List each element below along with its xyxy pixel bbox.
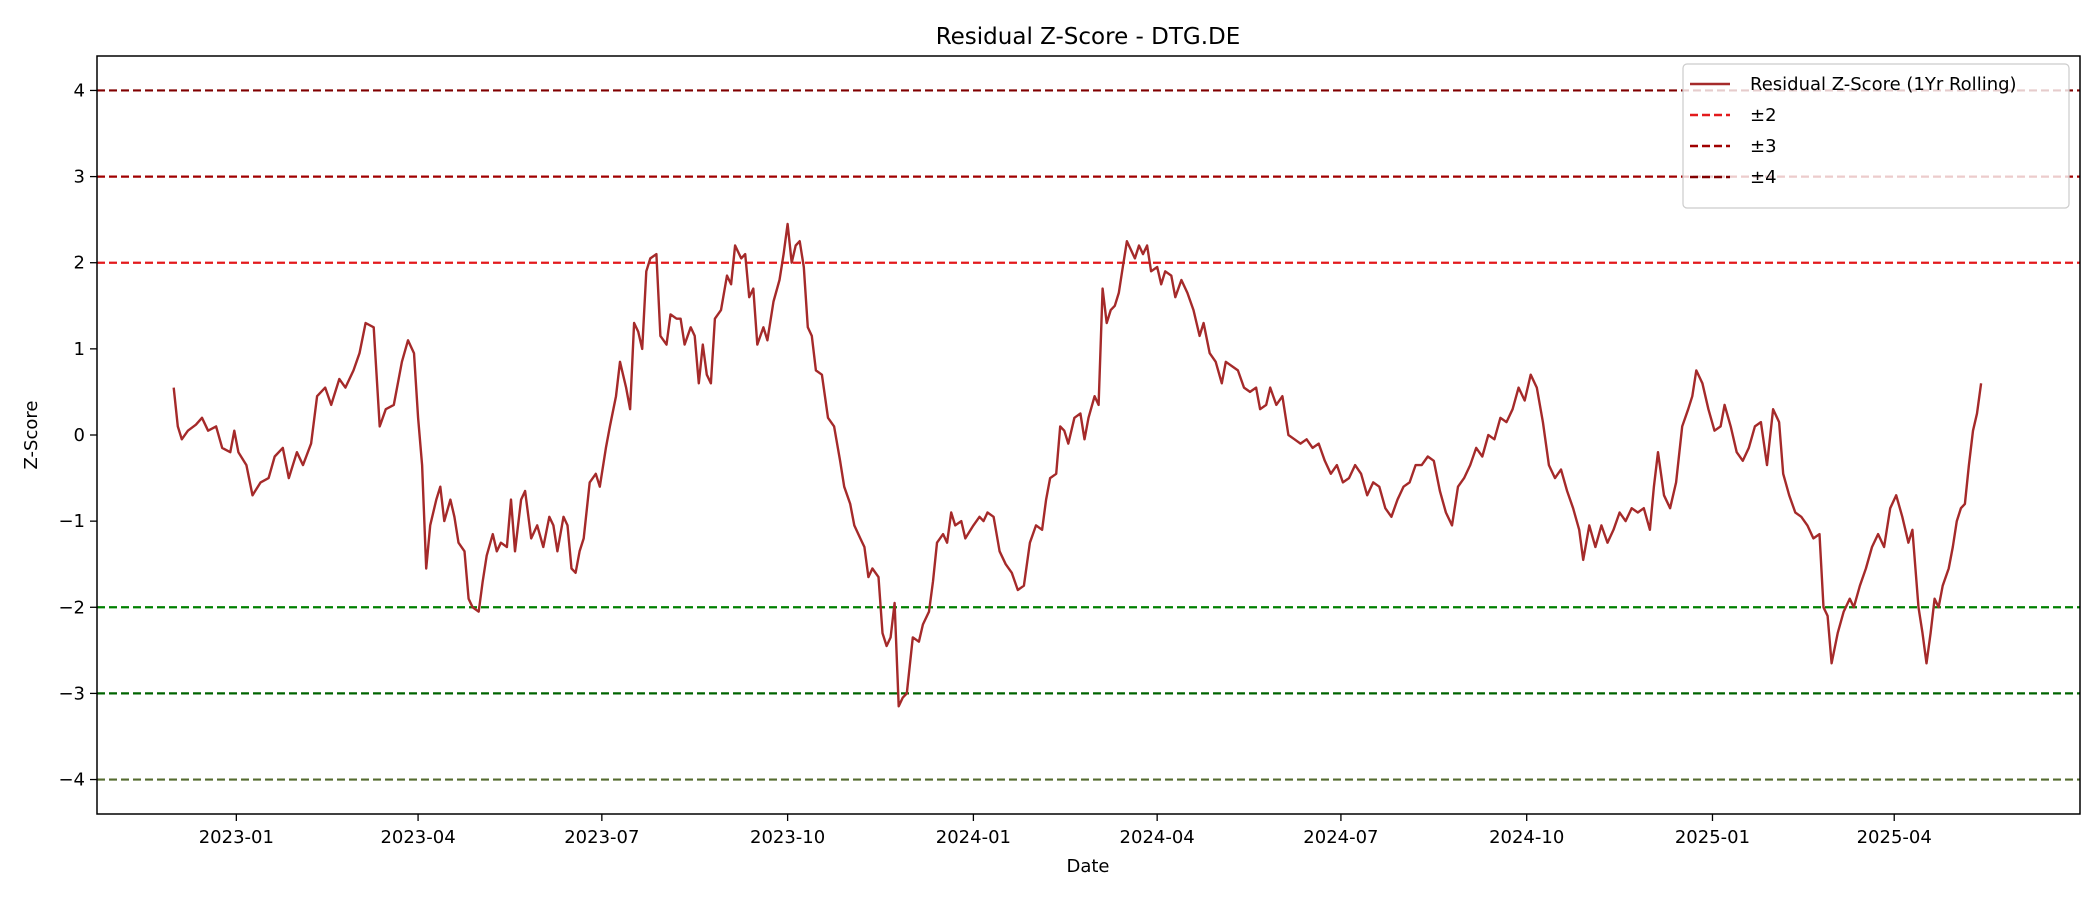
threshold-lines [97,89,2080,781]
series-line [172,222,1983,708]
x-tick-label: 2023-01 [199,827,274,848]
x-tick-label: 2025-01 [1675,827,1750,848]
legend-label: ±4 [1750,167,1777,188]
x-tick-label: 2024-04 [1120,827,1195,848]
x-tick-label: 2023-07 [564,827,639,848]
chart-title: Residual Z-Score - DTG.DE [936,24,1241,50]
x-tick-label: 2023-04 [380,827,455,848]
y-tick-label: 1 [74,339,85,360]
x-tick-label: 2024-07 [1303,827,1378,848]
legend: Residual Z-Score (1Yr Rolling) ±2 ±3 ±4 [1682,63,2070,209]
x-axis-title: Date [1066,856,1109,877]
legend-box [1682,63,2070,209]
x-axis: 2023-01 2023-04 2023-07 2023-10 2024-01 2024-… [199,814,1932,848]
series-lines [172,222,1983,708]
legend-label: ±2 [1750,105,1777,126]
x-tick-label: 2023-10 [750,827,825,848]
y-tick-label: −4 [58,770,85,791]
x-tick-label: 2024-01 [936,827,1011,848]
y-tick-label: 4 [74,80,85,101]
x-tick-label: 2025-04 [1857,827,1932,848]
y-tick-label: 2 [74,253,85,274]
y-tick-label: 0 [74,425,85,446]
legend-label: ±3 [1750,136,1777,157]
y-tick-label: −2 [58,597,85,618]
legend-label: Residual Z-Score (1Yr Rolling) [1750,74,2017,95]
y-tick-label: −1 [58,511,85,532]
x-tick-label: 2024-10 [1489,827,1564,848]
y-tick-label: −3 [58,683,85,704]
y-axis: 4 3 2 1 0 −1 −2 −3 −4 [58,80,97,791]
y-axis-title: Z-Score [21,401,42,470]
y-tick-label: 3 [74,167,85,188]
